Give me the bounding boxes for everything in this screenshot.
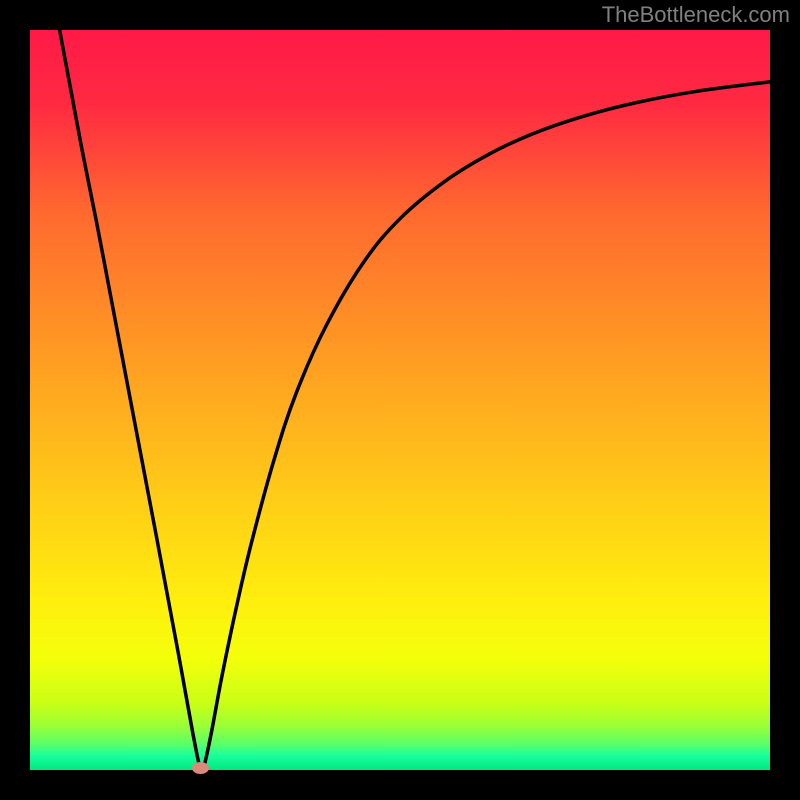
attribution-label: TheBottleneck.com xyxy=(602,2,790,28)
bottleneck-curve xyxy=(60,30,770,770)
curve-layer xyxy=(30,30,770,770)
chart-frame: TheBottleneck.com xyxy=(0,0,800,800)
valley-marker xyxy=(192,762,209,774)
plot-area xyxy=(30,30,770,770)
